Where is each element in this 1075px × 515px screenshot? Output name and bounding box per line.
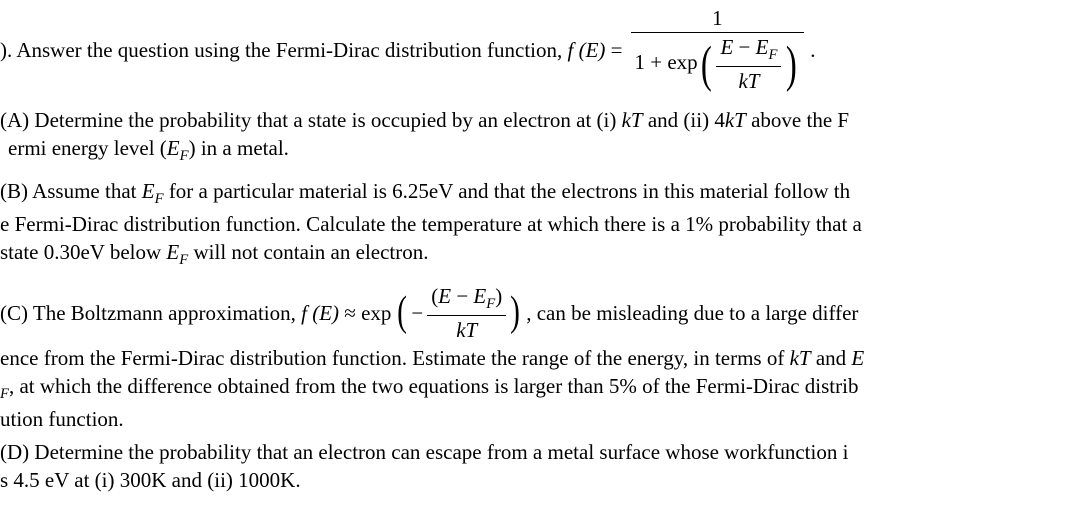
part-c: (C) The Boltzmann approximation, f (E) ≈…	[0, 282, 1071, 434]
fraction-numerator: 1	[631, 4, 805, 32]
part-c-line2: ence from the Fermi-Dirac distribution f…	[0, 344, 1071, 372]
left-paren-icon: (	[701, 42, 712, 87]
question-intro: ). Answer the question using the Fermi-D…	[0, 4, 1071, 96]
right-paren-icon: )	[786, 42, 797, 87]
part-a-line2: ermi energy level (EF) in a metal.	[0, 134, 1071, 167]
part-d-line1: (D) Determine the probability that an el…	[0, 438, 1071, 466]
boltzmann-formula: ( − (E − EF) kT )	[395, 282, 522, 344]
right-paren-icon: )	[510, 294, 520, 332]
part-c-line4: ution function.	[0, 405, 1071, 433]
fraction-denominator: 1 + exp ( E − EF kT )	[631, 32, 805, 95]
part-b: (B) Assume that EF for a particular mate…	[0, 177, 1071, 271]
part-c-line3: F, at which the difference obtained from…	[0, 372, 1071, 405]
left-paren-icon: (	[398, 294, 408, 332]
intro-text: ). Answer the question using the Fermi-D…	[0, 36, 623, 64]
part-d: (D) Determine the probability that an el…	[0, 438, 1071, 495]
part-a: (A) Determine the probability that a sta…	[0, 106, 1071, 167]
part-b-line1: (B) Assume that EF for a particular mate…	[0, 177, 1071, 210]
physics-problem-page: ). Answer the question using the Fermi-D…	[0, 0, 1075, 498]
part-d-line2: s 4.5 eV at (i) 300K and (ii) 1000K.	[0, 466, 1071, 494]
part-b-line2: e Fermi-Dirac distribution function. Cal…	[0, 210, 1071, 238]
fermi-dirac-formula: 1 1 + exp ( E − EF kT ) .	[629, 4, 816, 96]
part-c-line1: (C) The Boltzmann approximation, f (E) ≈…	[0, 282, 1071, 344]
part-b-line3: state 0.30eV below EF will not contain a…	[0, 238, 1071, 271]
part-a-line1: (A) Determine the probability that a sta…	[0, 106, 1071, 134]
